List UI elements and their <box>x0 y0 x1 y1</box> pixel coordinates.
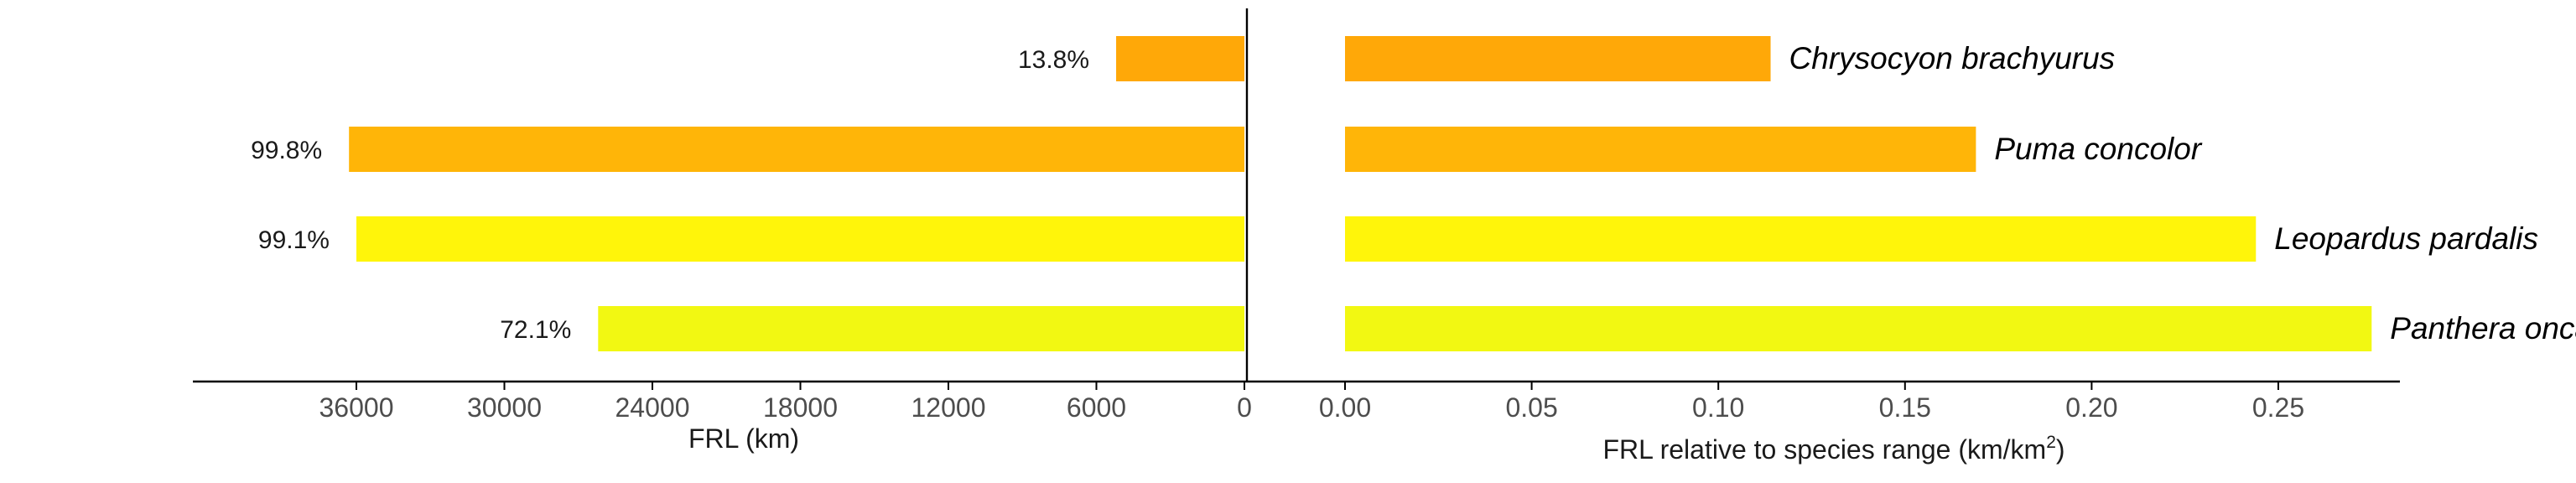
left-panel: 13.8% 99.8% 99.1% 72.1% 36000 30000 24000 18000… <box>251 36 1252 423</box>
left-tick-label: 24000 <box>615 392 690 423</box>
right-x-axis-label: FRL relative to species range (km/km2) <box>1602 433 2064 465</box>
species-label: Chrysocyon brachyurus <box>1789 41 2116 75</box>
left-bar <box>349 127 1244 172</box>
right-bar <box>1345 306 2372 351</box>
right-tick-label: 0.10 <box>1692 392 1744 423</box>
bar-percent-label: 99.8% <box>251 137 322 164</box>
right-bar <box>1345 36 1771 81</box>
left-tick-label: 12000 <box>911 392 986 423</box>
left-tick-label: 18000 <box>763 392 838 423</box>
left-bar <box>598 306 1244 351</box>
right-bar <box>1345 127 1976 172</box>
left-tick-label: 36000 <box>319 392 394 423</box>
species-label: Puma concolor <box>1994 132 2202 166</box>
left-bar <box>1116 36 1244 81</box>
left-x-axis-label: FRL (km) <box>688 423 799 454</box>
right-tick-label: 0.00 <box>1319 392 1371 423</box>
left-tick-label: 6000 <box>1067 392 1126 423</box>
bar-percent-label: 99.1% <box>258 226 330 254</box>
right-bar <box>1345 216 2257 262</box>
right-tick-label: 0.05 <box>1505 392 1557 423</box>
right-tick-label: 0.15 <box>1879 392 1931 423</box>
left-tick-label: 30000 <box>467 392 542 423</box>
right-tick-label: 0.20 <box>2065 392 2117 423</box>
right-tick-label: 0.25 <box>2252 392 2304 423</box>
left-bar <box>356 216 1244 262</box>
left-tick-label: 0 <box>1237 392 1252 423</box>
bar-percent-label: 72.1% <box>500 316 571 344</box>
species-label: Leopardus pardalis <box>2274 221 2538 256</box>
right-panel: Chrysocyon brachyurus Puma concolor Leopar… <box>1319 36 2576 423</box>
species-label: Panthera onca <box>2390 311 2576 345</box>
bar-percent-label: 13.8% <box>1018 46 1089 74</box>
